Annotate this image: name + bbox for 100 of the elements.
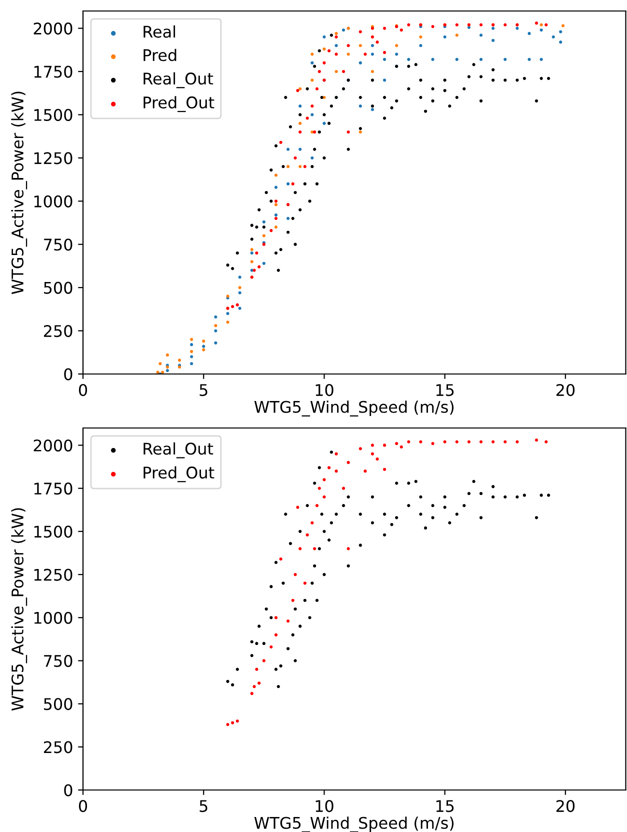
point — [376, 40, 379, 44]
point — [544, 440, 548, 444]
point — [479, 23, 483, 26]
point — [274, 633, 278, 636]
point — [296, 88, 300, 92]
point — [382, 50, 386, 54]
point — [342, 486, 346, 490]
point — [334, 70, 338, 74]
x-tick-label: 10 — [316, 800, 334, 812]
point — [431, 25, 434, 28]
point — [322, 47, 326, 51]
point — [313, 130, 316, 134]
point — [400, 445, 403, 449]
point — [252, 268, 256, 272]
legend-label: Real_Out — [144, 442, 214, 458]
point — [303, 582, 306, 585]
y-tick-label: 750 — [44, 654, 72, 668]
point — [310, 78, 314, 82]
x-tick-label: 20 — [556, 800, 575, 812]
y-axis-title: WTG5_Active_Power (kW) — [11, 92, 28, 294]
x-tick-label: 0 — [78, 800, 88, 812]
point — [294, 156, 297, 160]
point — [358, 44, 362, 48]
point — [231, 721, 234, 724]
point — [298, 87, 302, 90]
point — [298, 130, 302, 134]
point — [298, 122, 302, 125]
point — [382, 444, 386, 447]
y-tick-label: 250 — [44, 325, 72, 338]
legend-label: Pred_Out — [144, 96, 214, 112]
y-tick-label: 1500 — [34, 526, 72, 538]
point — [455, 23, 458, 26]
point — [540, 23, 543, 26]
point — [236, 303, 239, 306]
point — [327, 49, 331, 52]
legend-label: Pred — [144, 48, 176, 62]
point — [274, 616, 278, 620]
legend-label: Real_Out — [144, 72, 214, 88]
y-tick-label: 500 — [44, 282, 72, 294]
point — [431, 442, 434, 446]
point — [279, 557, 282, 561]
legend-label: Real — [144, 25, 176, 38]
point — [443, 440, 446, 444]
point — [255, 668, 258, 671]
point — [364, 52, 367, 56]
point — [322, 478, 326, 482]
point — [178, 358, 182, 362]
point — [231, 305, 234, 308]
point — [274, 200, 278, 203]
point — [202, 348, 206, 352]
point — [270, 228, 273, 232]
point — [310, 521, 314, 524]
y-axis-title: WTG5_Active_Power (kW) — [11, 508, 28, 711]
point — [479, 440, 483, 444]
point — [258, 682, 261, 685]
point — [544, 23, 548, 26]
point — [455, 440, 458, 444]
point — [342, 70, 346, 74]
point — [166, 353, 169, 357]
point — [306, 533, 309, 536]
y-tick-label: 1000 — [34, 195, 72, 208]
point — [274, 203, 278, 206]
y-tick-label: 1750 — [34, 482, 72, 495]
point — [504, 440, 507, 444]
point — [270, 645, 273, 648]
point — [395, 442, 398, 446]
point — [346, 547, 350, 550]
point — [370, 444, 374, 447]
x-tick-label: 5 — [200, 384, 208, 396]
point — [190, 350, 194, 354]
point — [258, 265, 261, 268]
x-tick-label: 0 — [78, 384, 88, 396]
x-tick-label: 15 — [436, 384, 454, 396]
point — [346, 130, 350, 134]
point — [156, 370, 160, 374]
x-tick-label: 15 — [436, 800, 454, 812]
point — [334, 470, 338, 473]
point — [407, 23, 410, 26]
x-tick-label: 20 — [556, 384, 575, 396]
point — [274, 216, 278, 220]
point — [419, 35, 422, 38]
y-tick-label: 1500 — [34, 108, 72, 122]
point — [286, 165, 290, 168]
point — [315, 504, 319, 508]
point — [226, 722, 230, 726]
y-tick-label: 250 — [44, 741, 72, 754]
y-tick-label: 1000 — [34, 612, 72, 624]
point — [318, 486, 321, 490]
point — [504, 23, 507, 26]
point — [358, 130, 362, 134]
point — [286, 203, 290, 206]
y-tick-label: 500 — [44, 698, 72, 710]
point — [255, 251, 258, 255]
point — [327, 466, 331, 470]
point — [358, 30, 362, 34]
point — [400, 28, 403, 32]
point — [534, 438, 538, 442]
point — [238, 286, 242, 290]
x-axis-title: WTG5_Wind_Speed (m/s) — [254, 816, 454, 832]
point — [322, 61, 326, 64]
